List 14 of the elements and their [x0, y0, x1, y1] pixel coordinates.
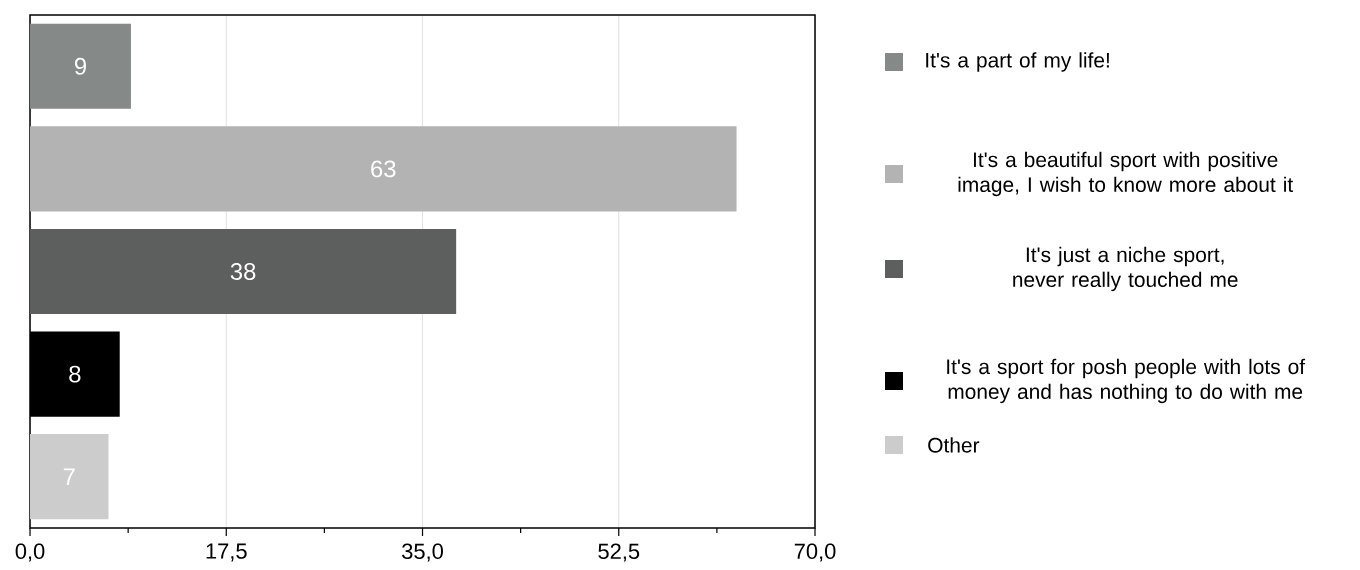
legend-label: It's a sport for posh people with lots of money and has nothing to do with me — [947, 358, 1306, 404]
x-tick-label: 17,5 — [206, 543, 247, 562]
legend-label: Other — [928, 437, 980, 453]
data-label: 38 — [230, 263, 256, 280]
x-tick-label: 52,5 — [598, 543, 640, 562]
legend-label: It's a part of my life! — [926, 52, 1109, 72]
text: It's just a niche sport, never really touched me — [1013, 246, 1238, 292]
data-label: 63 — [371, 160, 396, 178]
data-label: 9 — [74, 57, 86, 75]
text: It's a beautiful sport with positive image, I wish to know more about it — [958, 151, 1294, 197]
x-tick-label: 70,0 — [794, 543, 836, 562]
data-label: 8 — [69, 365, 81, 383]
x-tick-label: 35,0 — [402, 543, 443, 562]
x-tick-label: 0,0 — [15, 543, 45, 562]
